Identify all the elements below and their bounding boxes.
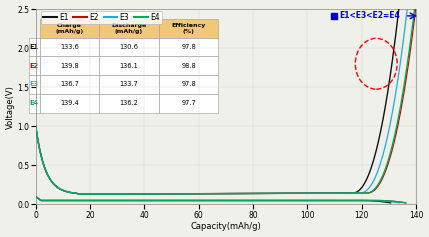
Text: E1<E3<E2=E4: E1<E3<E2=E4	[339, 11, 400, 20]
X-axis label: Capacity(mAh/g): Capacity(mAh/g)	[190, 223, 261, 232]
Y-axis label: Voltage(V): Voltage(V)	[6, 85, 15, 129]
Legend: E1, E2, E3, E4: E1, E2, E3, E4	[41, 11, 162, 24]
